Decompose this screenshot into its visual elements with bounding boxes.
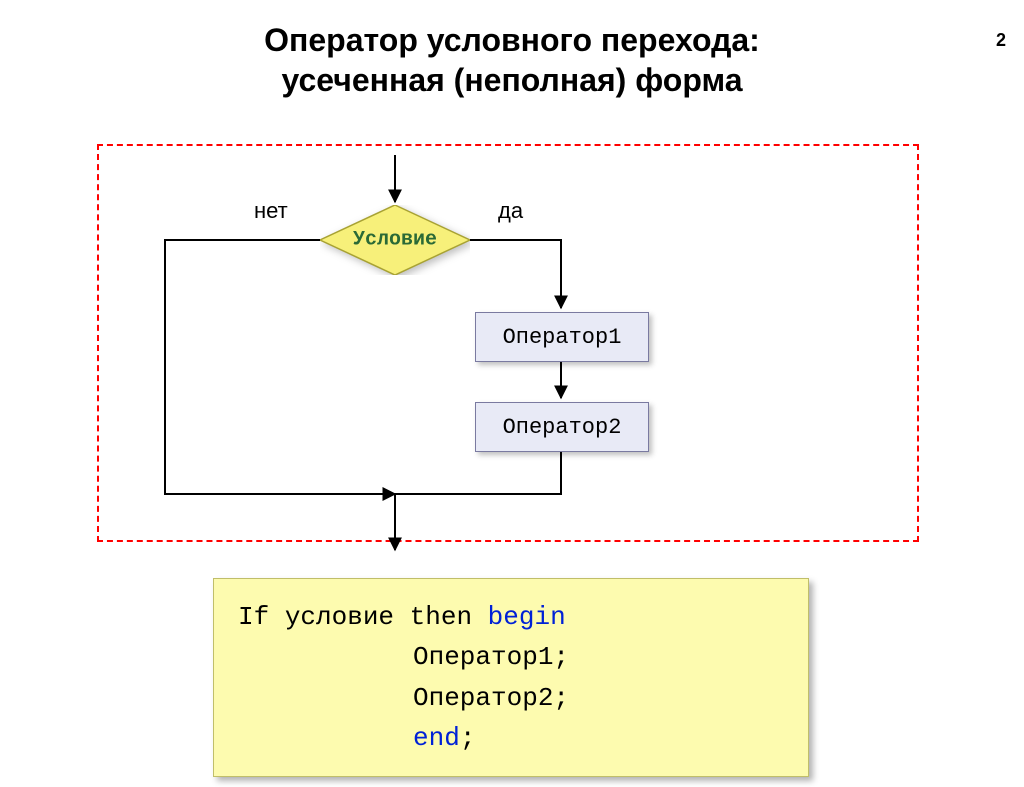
code-then: then	[410, 602, 488, 632]
operator2-label: Оператор2	[503, 415, 622, 440]
operator1-node: Оператор1	[475, 312, 649, 362]
code-cond: условие	[285, 602, 410, 632]
condition-label: Условие	[353, 229, 437, 252]
edge-label-yes: да	[498, 198, 523, 224]
code-line-1: If условие then begin	[238, 597, 784, 637]
code-line-3: Оператор2;	[238, 678, 784, 718]
operator2-node: Оператор2	[475, 402, 649, 452]
code-line-4: end;	[238, 718, 784, 758]
code-end: end	[413, 723, 460, 753]
edge-label-no: нет	[254, 198, 288, 224]
condition-node: Условие	[320, 205, 470, 275]
code-if: If	[238, 602, 285, 632]
code-line-2: Оператор1;	[238, 637, 784, 677]
code-block: If условие then begin Оператор1; Операто…	[213, 578, 809, 777]
operator1-label: Оператор1	[503, 325, 622, 350]
code-end-semi: ;	[460, 723, 476, 753]
code-begin: begin	[488, 602, 566, 632]
